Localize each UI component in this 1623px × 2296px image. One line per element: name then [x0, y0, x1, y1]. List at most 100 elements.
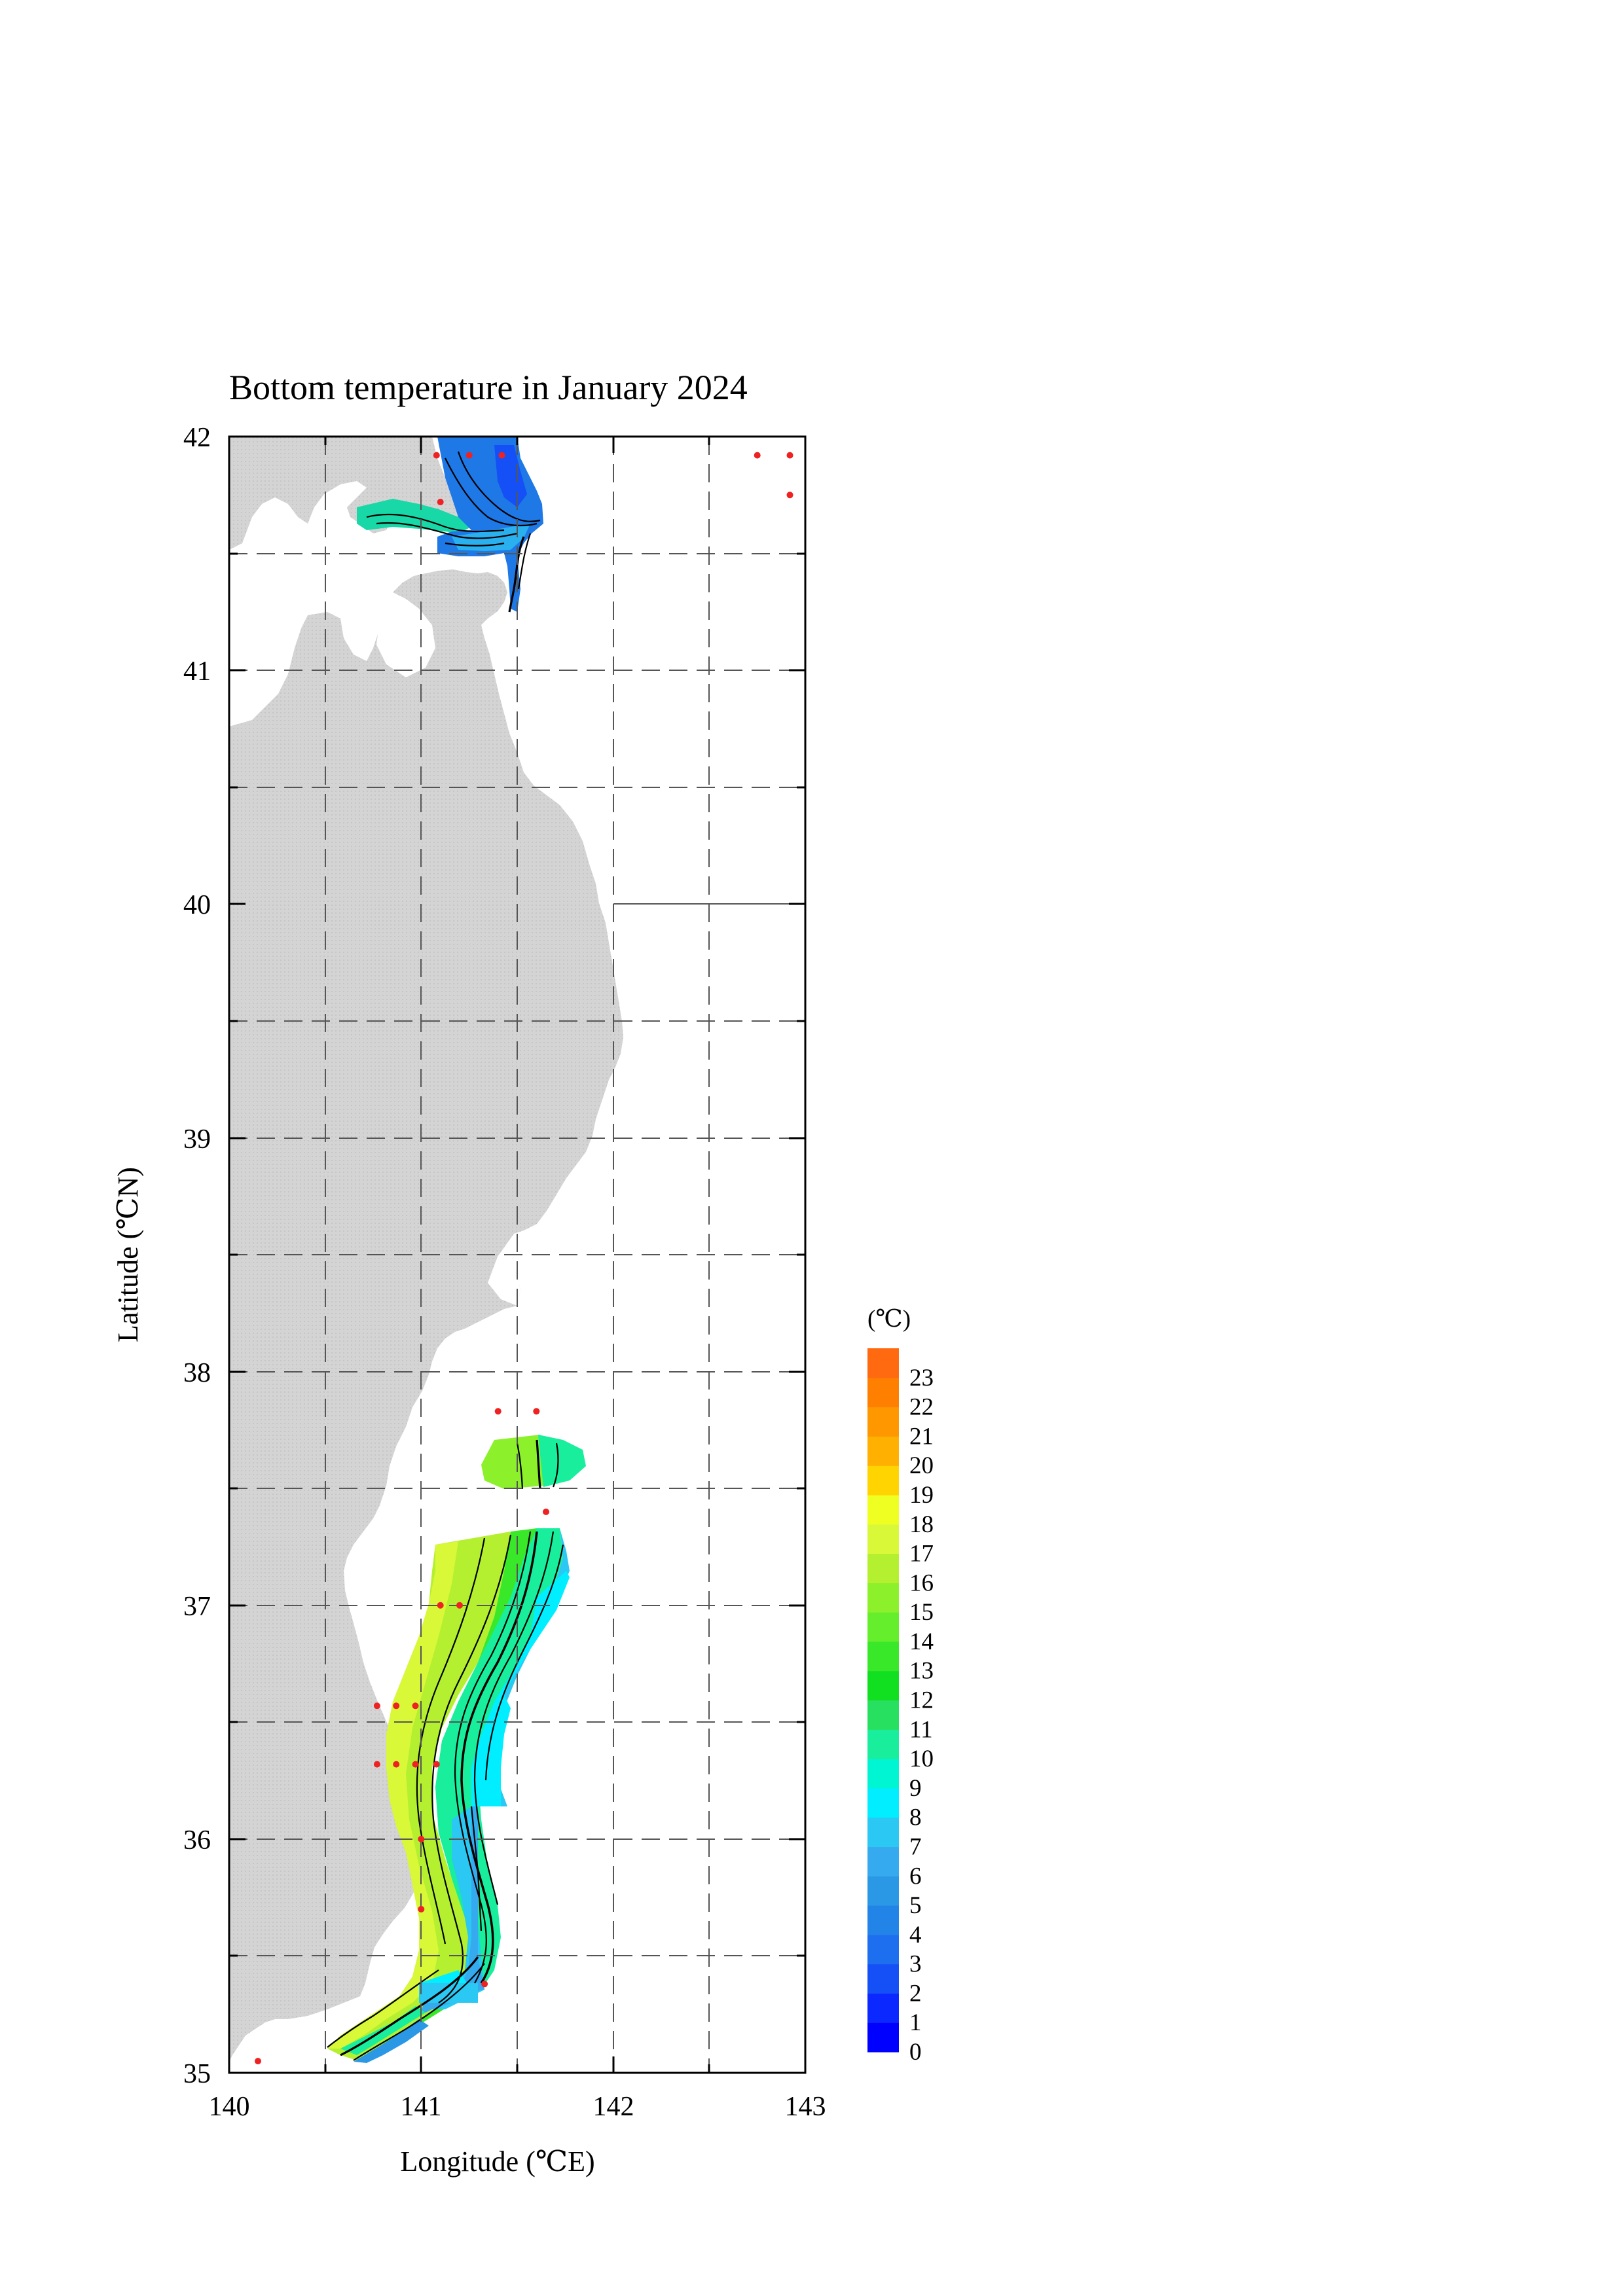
- colorbar-label: 11: [909, 1716, 933, 1743]
- land-hokkaido: [229, 437, 458, 550]
- colorbar-label: 5: [909, 1892, 922, 1919]
- south-field-light: [327, 1541, 458, 2049]
- station-marker: [393, 1761, 400, 1768]
- colorbar-label: 4: [909, 1922, 922, 1948]
- south-field-chiba-cold: [354, 2019, 429, 2063]
- station-marker: [754, 452, 761, 459]
- colorbar-label: 8: [909, 1804, 922, 1831]
- colorbar-swatch: [867, 1993, 899, 2023]
- colorbar-unit: (℃): [867, 1306, 911, 1333]
- y-axis-label: Latitude (℃N): [112, 1167, 144, 1342]
- station-marker: [786, 452, 793, 459]
- tick-marks: [229, 437, 805, 2073]
- colorbar-swatch: [867, 1876, 899, 1906]
- colorbar-label: 0: [909, 2039, 922, 2066]
- y-tick-label: 35: [183, 2059, 211, 2089]
- grid: [229, 437, 805, 2073]
- tsugaru-field-deep: [494, 445, 527, 507]
- station-marker: [437, 499, 444, 505]
- x-tick-label: 142: [593, 2092, 634, 2122]
- x-tick-label: 143: [785, 2092, 826, 2122]
- station-marker: [412, 1761, 419, 1768]
- station-marker: [494, 1408, 501, 1415]
- colorbar-swatch: [867, 1846, 899, 1876]
- colorbar-label: 19: [909, 1482, 934, 1509]
- station-marker: [498, 452, 505, 459]
- y-tick-label: 40: [183, 890, 211, 920]
- colorbar-swatch: [867, 1934, 899, 1965]
- station-marker: [412, 1702, 419, 1710]
- y-tick-label: 37: [183, 1592, 211, 1622]
- south-field-warm: [327, 1532, 511, 2060]
- station-marker: [255, 2058, 261, 2065]
- colorbar-swatch: [867, 1817, 899, 1848]
- colorbar-label: 7: [909, 1834, 922, 1861]
- colorbar-label: 23: [909, 1365, 934, 1391]
- x-tick-label: 141: [401, 2092, 442, 2122]
- colorbar-label: 20: [909, 1452, 934, 1479]
- colorbar-label: 3: [909, 1951, 922, 1978]
- x-axis-label: Longitude (℃E): [400, 2145, 594, 2178]
- contour-lines: [327, 451, 564, 2061]
- south-field-cold-box: [419, 1806, 484, 2016]
- colorbar-label: 17: [909, 1541, 934, 1568]
- colorbar-label: 22: [909, 1394, 934, 1421]
- station-marker: [465, 452, 473, 459]
- colorbar-label: 2: [909, 1980, 922, 2007]
- colorbar-swatch: [867, 1348, 899, 1378]
- y-tick-label: 36: [183, 1825, 211, 1856]
- station-marker: [437, 1602, 444, 1609]
- colorbar-swatch: [867, 1905, 899, 1935]
- station-marker: [533, 1408, 540, 1415]
- colorbar-label: 21: [909, 1423, 934, 1450]
- colorbar-label: 1: [909, 2009, 922, 2036]
- colorbar-swatch: [867, 1787, 899, 1818]
- tsugaru-field-west: [357, 499, 471, 533]
- station-marker: [373, 1702, 380, 1710]
- station-marker: [786, 492, 793, 499]
- colorbar-label: 10: [909, 1746, 934, 1772]
- station-marker: [418, 1835, 425, 1842]
- station-marker: [373, 1761, 380, 1768]
- colorbar-label: 16: [909, 1570, 934, 1596]
- y-tick-labels: 35 36 37 38 39 40 41 42: [183, 423, 211, 2089]
- colorbar-swatch: [867, 1436, 899, 1466]
- colorbar-label: 12: [909, 1687, 934, 1714]
- x-tick-label: 140: [209, 2092, 250, 2122]
- station-marker: [433, 452, 440, 459]
- miyagi-field-east: [538, 1435, 586, 1487]
- station-marker: [418, 1906, 425, 1912]
- colorbar-label: 18: [909, 1511, 934, 1538]
- colorbar-swatch: [867, 1729, 899, 1759]
- station-marker: [433, 1761, 440, 1768]
- colorbar-swatch: [867, 1407, 899, 1437]
- colorbar-swatch: [867, 2022, 899, 2053]
- y-tick-label: 39: [183, 1124, 211, 1155]
- colorbar-swatch: [867, 1670, 899, 1701]
- colorbar-label: 15: [909, 1599, 934, 1626]
- station-marker: [393, 1702, 400, 1710]
- colorbar-swatch: [867, 1964, 899, 1994]
- colorbar-swatch: [867, 1759, 899, 1789]
- colorbar-label: 13: [909, 1658, 934, 1685]
- colorbar-swatch: [867, 1524, 899, 1554]
- y-tick-label: 38: [183, 1358, 211, 1388]
- colorbar-swatch: [867, 1553, 899, 1583]
- station-marker: [481, 1981, 488, 1988]
- colorbar-swatch: [867, 1700, 899, 1730]
- land-honshu: [229, 569, 623, 2062]
- station-marker: [543, 1508, 549, 1515]
- colorbar-swatch: [867, 1494, 899, 1525]
- chart-title: Bottom temperature in January 2024: [229, 368, 748, 407]
- sendai-bay: [488, 1234, 520, 1306]
- colorbar-label: 6: [909, 1863, 922, 1890]
- y-tick-label: 41: [183, 656, 211, 687]
- station-marker: [456, 1602, 463, 1609]
- colorbar-swatch: [867, 1465, 899, 1496]
- y-tick-label: 42: [183, 423, 211, 453]
- colorbar-label: 9: [909, 1775, 922, 1802]
- miyagi-field: [481, 1435, 543, 1489]
- colorbar-swatch: [867, 1641, 899, 1672]
